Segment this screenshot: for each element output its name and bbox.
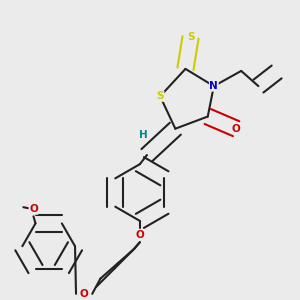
Text: S: S [156, 91, 164, 101]
Text: N: N [209, 81, 218, 91]
Text: O: O [80, 289, 88, 299]
Text: O: O [232, 124, 241, 134]
Text: O: O [29, 204, 38, 214]
Text: H: H [139, 130, 147, 140]
Text: O: O [136, 230, 144, 240]
Text: S: S [187, 32, 194, 43]
